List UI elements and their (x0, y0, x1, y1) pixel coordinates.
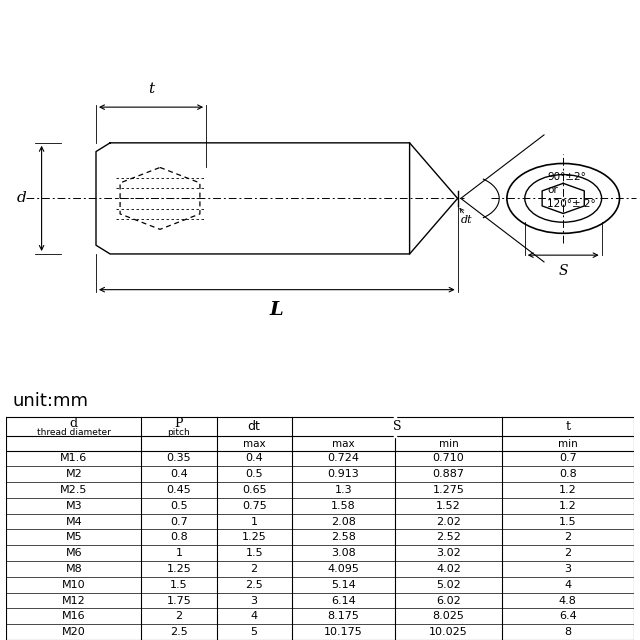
Text: 1.52: 1.52 (436, 501, 461, 511)
Text: 0.35: 0.35 (166, 454, 191, 463)
Text: 2.08: 2.08 (331, 516, 356, 527)
Text: 0.710: 0.710 (433, 454, 465, 463)
Text: unit:mm: unit:mm (13, 392, 89, 410)
Text: 6.14: 6.14 (331, 596, 356, 605)
Text: 1.5: 1.5 (170, 580, 188, 589)
Text: 8: 8 (564, 627, 572, 637)
Text: 2.5: 2.5 (170, 627, 188, 637)
Text: M2: M2 (65, 469, 82, 479)
Text: dt: dt (248, 420, 260, 433)
Text: 2.5: 2.5 (245, 580, 263, 589)
Text: 3: 3 (564, 564, 572, 574)
Text: 0.5: 0.5 (170, 501, 188, 511)
Text: 1.5: 1.5 (245, 548, 263, 558)
Text: 1.5: 1.5 (559, 516, 577, 527)
Text: t: t (565, 420, 570, 433)
Text: M1.6: M1.6 (60, 454, 88, 463)
Text: pitch: pitch (168, 428, 190, 437)
Text: 2.52: 2.52 (436, 532, 461, 542)
Text: d: d (70, 417, 78, 430)
Text: 0.887: 0.887 (433, 469, 465, 479)
Text: 2: 2 (175, 611, 182, 621)
Text: min: min (438, 438, 458, 449)
Text: d: d (16, 191, 26, 205)
Text: P: P (175, 417, 183, 430)
Text: t: t (148, 82, 154, 96)
Text: 4: 4 (251, 611, 258, 621)
Text: 4.8: 4.8 (559, 596, 577, 605)
Text: 1.58: 1.58 (331, 501, 356, 511)
Text: S: S (392, 420, 401, 433)
Text: M20: M20 (62, 627, 86, 637)
Text: 5.02: 5.02 (436, 580, 461, 589)
Text: 5.14: 5.14 (331, 580, 356, 589)
Text: 3: 3 (251, 596, 258, 605)
Text: M16: M16 (62, 611, 86, 621)
Text: dt: dt (461, 215, 472, 225)
Text: 1: 1 (251, 516, 258, 527)
Text: 2: 2 (251, 564, 258, 574)
Text: 10.175: 10.175 (324, 627, 363, 637)
Text: 0.8: 0.8 (170, 532, 188, 542)
Text: 1: 1 (175, 548, 182, 558)
Text: 5: 5 (251, 627, 258, 637)
Text: 0.8: 0.8 (559, 469, 577, 479)
Text: thread diameter: thread diameter (37, 428, 111, 437)
Text: M6: M6 (65, 548, 82, 558)
Text: 2: 2 (564, 532, 572, 542)
Text: L: L (270, 301, 284, 319)
Text: M8: M8 (65, 564, 82, 574)
Text: 0.7: 0.7 (170, 516, 188, 527)
Text: 1.2: 1.2 (559, 485, 577, 495)
Text: 0.5: 0.5 (245, 469, 263, 479)
Text: 6.02: 6.02 (436, 596, 461, 605)
Text: min: min (558, 438, 578, 449)
Text: 10.025: 10.025 (429, 627, 468, 637)
Text: M2.5: M2.5 (60, 485, 88, 495)
Text: M10: M10 (62, 580, 86, 589)
Text: max: max (243, 438, 266, 449)
Text: 8.175: 8.175 (328, 611, 360, 621)
Text: 3.08: 3.08 (331, 548, 356, 558)
Text: 2: 2 (564, 548, 572, 558)
Text: 0.4: 0.4 (170, 469, 188, 479)
Text: 1.275: 1.275 (433, 485, 465, 495)
Text: 0.724: 0.724 (328, 454, 360, 463)
Text: 6.4: 6.4 (559, 611, 577, 621)
Text: 1.25: 1.25 (242, 532, 266, 542)
Text: M3: M3 (65, 501, 82, 511)
Text: 1.75: 1.75 (166, 596, 191, 605)
Text: 0.913: 0.913 (328, 469, 360, 479)
Text: S: S (559, 264, 568, 278)
Text: 4.095: 4.095 (328, 564, 360, 574)
Text: 1.2: 1.2 (559, 501, 577, 511)
Text: 0.65: 0.65 (242, 485, 266, 495)
Text: M4: M4 (65, 516, 82, 527)
Text: 4.02: 4.02 (436, 564, 461, 574)
Text: 0.75: 0.75 (242, 501, 266, 511)
Text: 4: 4 (564, 580, 572, 589)
Text: 0.45: 0.45 (166, 485, 191, 495)
Text: M5: M5 (65, 532, 82, 542)
Text: 90°±2°
or
120°± 2°: 90°±2° or 120°± 2° (547, 172, 596, 209)
Text: 2.58: 2.58 (331, 532, 356, 542)
Text: max: max (332, 438, 355, 449)
Text: 3.02: 3.02 (436, 548, 461, 558)
Text: 1.3: 1.3 (335, 485, 353, 495)
Text: 0.7: 0.7 (559, 454, 577, 463)
Text: M12: M12 (62, 596, 86, 605)
Text: 1.25: 1.25 (166, 564, 191, 574)
Text: 8.025: 8.025 (433, 611, 465, 621)
Text: 0.4: 0.4 (245, 454, 263, 463)
Text: 2.02: 2.02 (436, 516, 461, 527)
